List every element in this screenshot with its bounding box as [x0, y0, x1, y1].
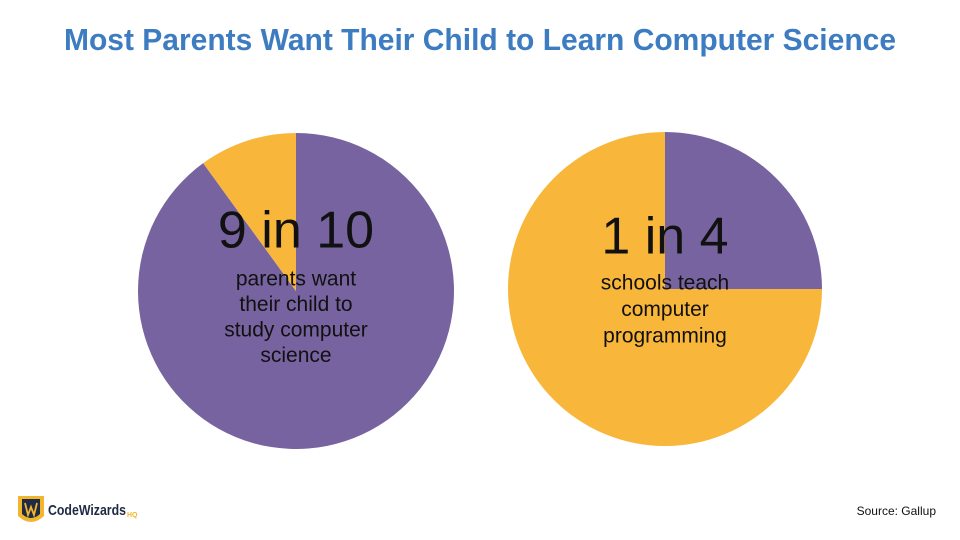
- pie-slice: [508, 132, 822, 446]
- logo: CodeWizards HQ: [18, 496, 138, 522]
- source: Source: Gallup: [857, 504, 937, 518]
- logo-suffix: HQ: [127, 512, 138, 519]
- pie-caption: computer: [621, 298, 709, 321]
- pie-caption: schools teach: [601, 272, 729, 295]
- pie-caption: science: [260, 344, 331, 367]
- pie-caption: study computer: [224, 319, 368, 342]
- pie-annotation: 9 in 10: [218, 202, 374, 260]
- pie-annotation: 1 in 4: [601, 208, 728, 266]
- logo-mark: [24, 502, 38, 519]
- logo-name: CodeWizards: [48, 502, 126, 519]
- slide-title: Most Parents Want Their Child to Learn C…: [64, 22, 896, 57]
- pie-caption: their child to: [239, 293, 352, 316]
- pie-caption: programming: [603, 325, 727, 348]
- pie-slice: [665, 132, 822, 289]
- pie-caption: parents want: [236, 268, 356, 291]
- pie-slice: [203, 133, 296, 291]
